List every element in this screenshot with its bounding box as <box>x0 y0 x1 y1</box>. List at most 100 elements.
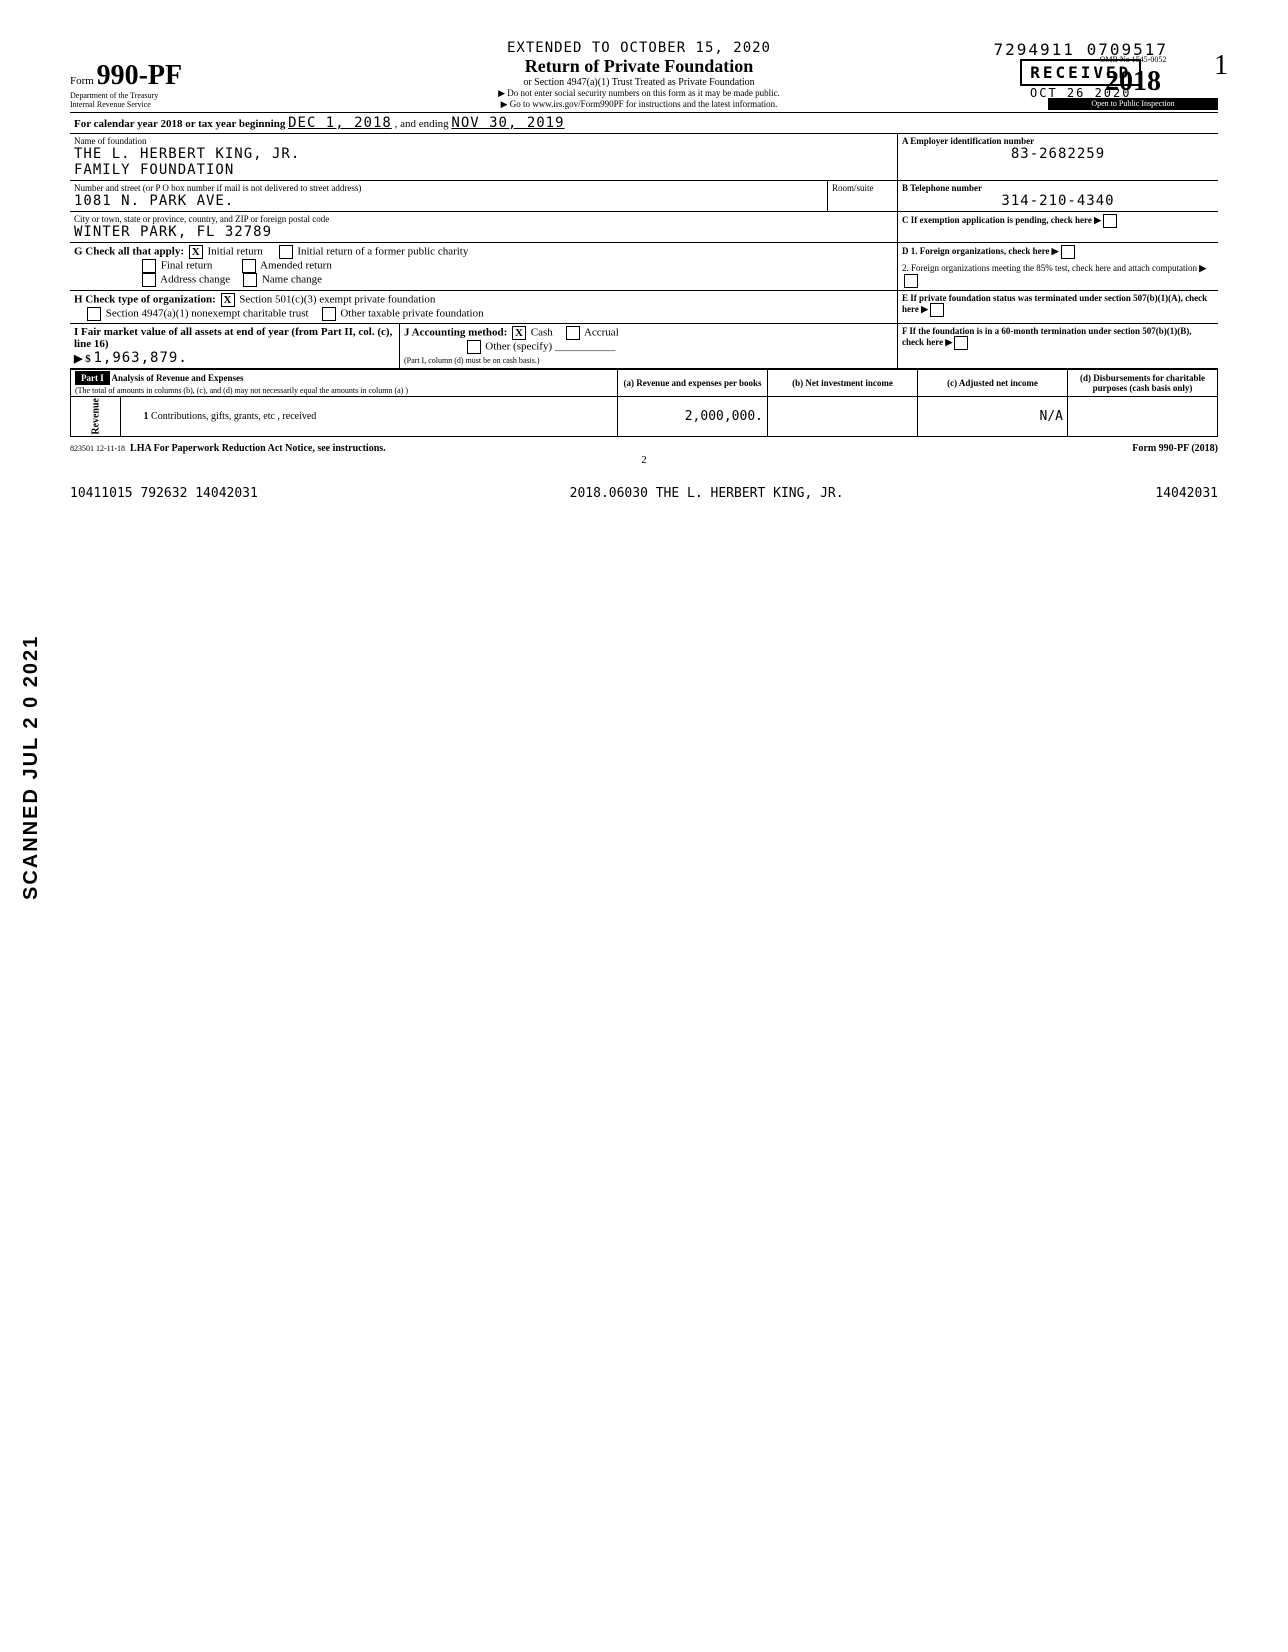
501c3-checkbox[interactable]: X <box>221 293 235 307</box>
other-tax-checkbox[interactable] <box>322 307 336 321</box>
scanned-stamp: SCANNED JUL 2 0 2021 <box>20 635 43 900</box>
d1-checkbox[interactable] <box>1061 245 1075 259</box>
accrual-label: Accrual <box>584 327 619 339</box>
d2-label: 2. Foreign organizations meeting the 85%… <box>902 263 1197 273</box>
part1-heading: Analysis of Revenue and Expenses <box>112 373 244 383</box>
received-stamp: RECEIVED <box>1020 59 1141 86</box>
final-return-label: Final return <box>161 260 213 272</box>
cell-b <box>768 397 918 437</box>
d2-checkbox[interactable] <box>904 274 918 288</box>
addr-value: 1081 N. PARK AVE. <box>74 193 823 209</box>
4947-checkbox[interactable] <box>87 307 101 321</box>
part1-title: Part I <box>75 371 110 385</box>
cell-a: 2,000,000. <box>618 397 768 437</box>
city-value: WINTER PARK, FL 32789 <box>74 224 893 240</box>
form-number: 990-PF <box>97 60 183 91</box>
dln-block: 7294911 0709517 RECEIVED OCT 26 2020 <box>994 40 1169 100</box>
addr-phone-row: Number and street (or P O box number if … <box>70 181 1218 212</box>
col-a-header: (a) Revenue and expenses per books <box>618 370 768 397</box>
cash-label: Cash <box>531 327 553 339</box>
revenue-side-label: Revenue <box>71 397 121 437</box>
footer-bottom-left: 10411015 792632 14042031 <box>70 486 258 501</box>
g-d-row: G Check all that apply: X Initial return… <box>70 243 1218 291</box>
name-ein-row: Name of foundation THE L. HERBERT KING, … <box>70 134 1218 181</box>
h-label: H Check type of organization: <box>74 294 216 306</box>
i-label: I Fair market value of all assets at end… <box>74 326 392 350</box>
table-row: Revenue1 Contributions, gifts, grants, e… <box>71 397 1218 437</box>
accrual-checkbox[interactable] <box>566 326 580 340</box>
name-change-label: Name change <box>262 274 322 286</box>
ty-begin: DEC 1, 2018 <box>288 115 392 131</box>
i-value: 1,963,879. <box>93 350 187 366</box>
ein-label: A Employer identification number <box>902 136 1214 146</box>
dln: 7294911 0709517 <box>994 40 1169 59</box>
inspection-label: Open to Public Inspection <box>1048 98 1218 110</box>
other-method-checkbox[interactable] <box>467 340 481 354</box>
received-date: OCT 26 2020 <box>994 86 1169 100</box>
f-checkbox[interactable] <box>954 336 968 350</box>
addr-change-label: Address change <box>160 274 230 286</box>
form-note1: ▶ Do not enter social security numbers o… <box>230 88 1048 99</box>
col-c-header: (c) Adjusted net income <box>918 370 1068 397</box>
initial-former-checkbox[interactable] <box>279 245 293 259</box>
4947-label: Section 4947(a)(1) nonexempt charitable … <box>106 308 309 320</box>
footer-bottom-mid: 2018.06030 THE L. HERBERT KING, JR. <box>570 486 844 501</box>
initial-return-label: Initial return <box>208 246 263 258</box>
extended-date: EXTENDED TO OCTOBER 15, 2020 <box>230 40 1048 56</box>
other-method-label: Other (specify) <box>485 341 552 353</box>
j-note: (Part I, column (d) must be on cash basi… <box>404 356 540 365</box>
page-number: 1 <box>1214 50 1228 82</box>
footer-page: 2 <box>70 454 1218 466</box>
calendar-year-row: For calendar year 2018 or tax year begin… <box>70 113 1218 134</box>
initial-former-label: Initial return of a former public charit… <box>297 246 468 258</box>
foundation-name1: THE L. HERBERT KING, JR. <box>74 146 893 162</box>
room-label: Room/suite <box>832 183 893 193</box>
foundation-name2: FAMILY FOUNDATION <box>74 162 893 178</box>
cell-c: N/A <box>918 397 1068 437</box>
j-label: J Accounting method: <box>404 327 507 339</box>
part1-table: Part I Analysis of Revenue and Expenses … <box>70 369 1218 437</box>
footer-bottom: 10411015 792632 14042031 2018.06030 THE … <box>70 486 1218 501</box>
cell-d <box>1068 397 1218 437</box>
initial-return-checkbox[interactable]: X <box>189 245 203 259</box>
g-label: G Check all that apply: <box>74 246 184 258</box>
cash-checkbox[interactable]: X <box>512 326 526 340</box>
form-note2: ▶ Go to www.irs.gov/Form990PF for instru… <box>230 99 1048 110</box>
col-d-header: (d) Disbursements for charitable purpose… <box>1068 370 1218 397</box>
501c3-label: Section 501(c)(3) exempt private foundat… <box>239 294 435 306</box>
amended-return-label: Amended return <box>260 260 332 272</box>
cal-year-label: For calendar year 2018 or tax year begin… <box>74 118 285 130</box>
form-title: Return of Private Foundation <box>230 56 1048 77</box>
col-b-header: (b) Net investment income <box>768 370 918 397</box>
line-desc: 1 Contributions, gifts, grants, etc , re… <box>120 397 617 437</box>
footer-lha: LHA For Paperwork Reduction Act Notice, … <box>130 443 386 454</box>
c-checkbox[interactable] <box>1103 214 1117 228</box>
footer-form: Form 990-PF (2018) <box>1132 443 1218 454</box>
name-change-checkbox[interactable] <box>243 273 257 287</box>
addr-label: Number and street (or P O box number if … <box>74 183 823 193</box>
c-label: C If exemption application is pending, c… <box>902 215 1092 225</box>
ijf-row: I Fair market value of all assets at end… <box>70 324 1218 369</box>
ty-end: NOV 30, 2019 <box>451 115 564 131</box>
footer-row: 823501 12-11-18 LHA For Paperwork Reduct… <box>70 443 1218 454</box>
city-c-row: City or town, state or province, country… <box>70 212 1218 243</box>
e-checkbox[interactable] <box>930 303 944 317</box>
final-return-checkbox[interactable] <box>142 259 156 273</box>
d1-label: D 1. Foreign organizations, check here <box>902 246 1049 256</box>
addr-change-checkbox[interactable] <box>142 273 156 287</box>
city-label: City or town, state or province, country… <box>74 214 893 224</box>
other-tax-label: Other taxable private foundation <box>340 308 483 320</box>
phone-value: 314-210-4340 <box>902 193 1214 209</box>
part1-note: (The total of amounts in columns (b), (c… <box>75 386 408 395</box>
h-e-row: H Check type of organization: X Section … <box>70 291 1218 324</box>
ein-value: 83-2682259 <box>902 146 1214 162</box>
form-prefix: Form <box>70 75 94 87</box>
footer-code: 823501 12-11-18 <box>70 444 125 453</box>
ending-label: , and ending <box>395 118 449 130</box>
dept-line2: Internal Revenue Service <box>70 101 230 110</box>
footer-bottom-right: 14042031 <box>1155 486 1218 501</box>
phone-label: B Telephone number <box>902 183 1214 193</box>
amended-return-checkbox[interactable] <box>242 259 256 273</box>
e-label: E If private foundation status was termi… <box>902 293 1207 314</box>
form-subtitle: or Section 4947(a)(1) Trust Treated as P… <box>230 77 1048 88</box>
